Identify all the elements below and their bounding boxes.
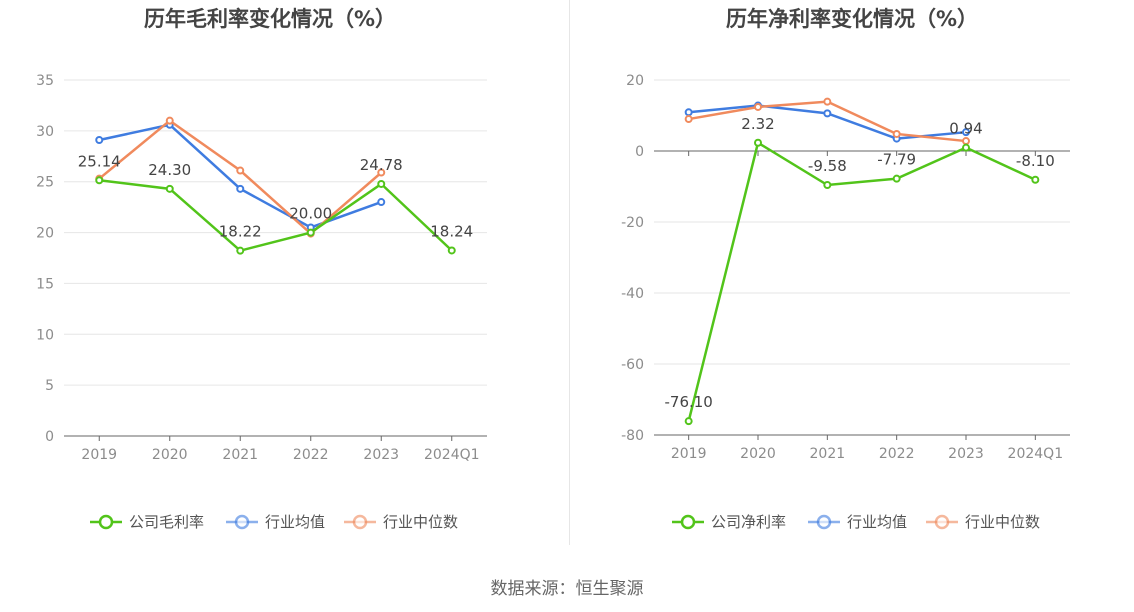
legend-label: 公司净利率 [711,513,786,531]
data-label: -76.10 [664,393,712,411]
series-line-company [687,140,1036,422]
data-point-industry_median [823,97,832,106]
legend-label: 行业中位数 [383,513,458,531]
data-point-company [95,176,104,185]
y-tick-label: 25 [36,175,54,191]
data-point-company [892,174,901,183]
data-point-industry_avg [684,108,693,117]
y-tick-label: 20 [36,226,54,242]
y-tick-label: -20 [621,215,644,231]
panel-divider [569,0,570,545]
y-tick-label: 20 [626,73,644,89]
x-tick-label: 2023 [363,447,399,463]
gross-margin-chart: 历年毛利率变化情况（%） 0 5 10 15 20 25 30 35 2019 2020 2021 20… [36,7,487,531]
legend-item: 行业中位数 [926,513,1040,531]
data-point-company [1031,175,1040,184]
net-margin-chart: 历年净利率变化情况（%） -80 -60 -40 -20 0 20 2019 2020 2021 2… [621,7,1070,531]
y-tick-label: 0 [635,144,644,160]
x-tick-label: 2021 [222,447,258,463]
x-tick-label: 2019 [81,447,117,463]
legend-marker-icon [352,514,368,530]
series-line-company [99,179,453,253]
legend-item: 行业均值 [808,513,907,531]
y-tick-label: 10 [36,327,54,343]
data-point-industry_median [754,102,762,111]
data-point-industry_avg [962,128,970,137]
data-point-company [377,179,386,188]
data-point-industry_avg [823,109,832,118]
legend-label: 行业均值 [265,513,325,531]
x-tick-label: 2022 [879,446,915,462]
data-point-industry_median [684,115,693,124]
legend-marker-icon [934,514,950,530]
data-point-company [447,246,456,255]
legend-item: 公司净利率 [672,513,786,531]
data-label: 25.14 [78,152,121,170]
legend-label: 行业均值 [847,513,907,531]
y-tick-label: 0 [45,429,54,445]
data-label: 24.78 [360,156,403,174]
x-tick-label: 2020 [152,447,188,463]
chart-title: 历年毛利率变化情况（%） [144,7,396,31]
y-tick-label: -80 [621,428,644,444]
legend-marker-icon [234,514,250,530]
y-tick-label: 15 [36,276,54,292]
y-tick-label: 5 [45,378,54,394]
x-tick-label: 2020 [740,446,776,462]
data-label: -9.58 [808,157,847,175]
y-tick-label: -40 [621,286,644,302]
legend-marker-icon [680,514,696,530]
data-source-note: 数据来源：恒生聚源 [490,579,644,599]
data-point-company [754,138,762,147]
data-point-company [962,143,970,152]
data-point-company [306,228,315,237]
legend-item: 行业中位数 [344,513,458,531]
data-point-company [684,417,693,426]
data-label: 18.24 [430,222,473,240]
data-label: 24.30 [148,161,191,179]
legend-marker-icon [98,514,114,530]
data-point-company [823,181,832,190]
legend-label: 行业中位数 [965,513,1040,531]
data-label: 2.32 [741,115,774,133]
data-point-company [165,184,174,193]
legend-item: 行业均值 [226,513,325,531]
x-tick-label: 2022 [293,447,329,463]
data-point-industry_median [236,166,245,175]
x-tick-label: 2024Q1 [1008,446,1064,462]
chart-title: 历年净利率变化情况（%） [726,7,978,31]
data-label: 0.94 [949,120,982,138]
data-point-industry_median [892,129,901,138]
x-tick-label: 2024Q1 [424,447,480,463]
legend-marker-icon [816,514,832,530]
data-point-industry_avg [95,136,104,145]
data-point-industry_median [377,168,386,177]
data-point-company [236,246,245,255]
x-tick-label: 2019 [671,446,707,462]
data-point-industry_avg [236,184,245,193]
y-tick-label: 30 [36,124,54,140]
data-point-industry_avg [377,198,386,207]
x-tick-label: 2021 [810,446,846,462]
data-point-industry_median [962,137,970,146]
legend-item: 公司毛利率 [90,513,204,531]
data-point-industry_median [165,116,174,125]
data-label: -8.10 [1016,152,1055,170]
y-tick-label: -60 [621,357,644,373]
data-label: 18.22 [219,223,262,241]
legend-label: 公司毛利率 [129,513,204,531]
data-label: 20.00 [289,205,332,223]
y-tick-label: 35 [36,73,54,89]
data-label: -7.79 [877,151,916,169]
x-tick-label: 2023 [948,446,984,462]
